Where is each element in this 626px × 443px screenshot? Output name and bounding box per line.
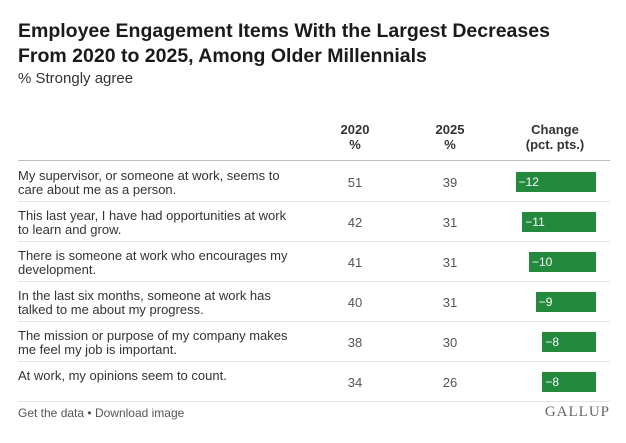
value-2025: 31: [442, 215, 458, 230]
column-header-2025-unit: %: [444, 137, 456, 152]
footer-links: Get the data • Download image: [18, 406, 184, 420]
column-header-2025: 2025 %: [422, 122, 478, 152]
change-bar: −12: [515, 172, 596, 192]
table-row: My supervisor, or someone at work, seems…: [18, 162, 610, 202]
row-divider: [18, 321, 610, 322]
value-2020: 34: [347, 375, 363, 390]
row-label: There is someone at work who encourages …: [18, 248, 288, 277]
column-header-change-title: Change: [531, 122, 579, 137]
get-data-link[interactable]: Get the data: [18, 406, 85, 420]
change-label: −12: [518, 175, 539, 189]
change-bar: −9: [535, 292, 596, 312]
column-header-2025-year: 2025: [435, 122, 465, 137]
row-divider: [18, 241, 610, 242]
change-label: −10: [532, 255, 553, 269]
row-label: At work, my opinions seem to count.: [18, 368, 227, 383]
table-row: At work, my opinions seem to count. 34 26 −…: [18, 362, 610, 402]
column-header-change-unit: (pct. pts.): [525, 137, 585, 152]
value-2025: 39: [442, 175, 458, 190]
column-header-2020: 2020 %: [327, 122, 383, 152]
value-2025: 30: [442, 335, 458, 350]
chart-title-line-1: Employee Engagement Items With the Large…: [18, 20, 550, 42]
value-2020: 51: [347, 175, 363, 190]
value-2020: 38: [347, 335, 363, 350]
row-divider: [18, 401, 610, 402]
download-image-link[interactable]: Download image: [94, 406, 185, 420]
row-label: This last year, I have had opportunities…: [18, 208, 287, 237]
change-bar: −11: [522, 212, 596, 232]
column-header-2020-unit: %: [349, 137, 361, 152]
header-divider: [18, 160, 610, 161]
change-label: −8: [545, 335, 560, 349]
change-label: −9: [538, 295, 553, 309]
value-2025: 31: [442, 295, 458, 310]
row-divider: [18, 201, 610, 202]
table-row: In the last six months, someone at work …: [18, 282, 610, 322]
change-bar: −10: [529, 252, 596, 272]
row-divider: [18, 281, 610, 282]
value-2020: 42: [347, 215, 363, 230]
row-label: In the last six months, someone at work …: [18, 288, 271, 317]
chart-title-line-2: From 2020 to 2025, Among Older Millennia…: [18, 45, 427, 67]
column-header-2020-year: 2020: [340, 122, 370, 137]
column-header-change: Change (pct. pts.): [505, 122, 605, 152]
value-2025: 31: [442, 255, 458, 270]
row-label: My supervisor, or someone at work, seems…: [18, 168, 280, 197]
row-label: The mission or purpose of my company mak…: [18, 328, 288, 357]
change-label: −8: [545, 375, 560, 389]
row-divider: [18, 361, 610, 362]
value-2020: 41: [347, 255, 363, 270]
change-bar: −8: [542, 372, 596, 392]
chart-title: Employee Engagement Items With the Large…: [18, 19, 618, 69]
value-2020: 40: [347, 295, 363, 310]
footer-separator: •: [87, 406, 92, 420]
change-bar: −8: [542, 332, 596, 352]
change-label: −11: [525, 215, 545, 229]
chart-subtitle: % Strongly agree: [18, 70, 134, 87]
gallup-logo: GALLUP: [544, 404, 610, 420]
table-row: The mission or purpose of my company mak…: [18, 322, 610, 362]
value-2025: 26: [442, 375, 458, 390]
table-row: This last year, I have had opportunities…: [18, 202, 610, 242]
table-row: There is someone at work who encourages …: [18, 242, 610, 282]
